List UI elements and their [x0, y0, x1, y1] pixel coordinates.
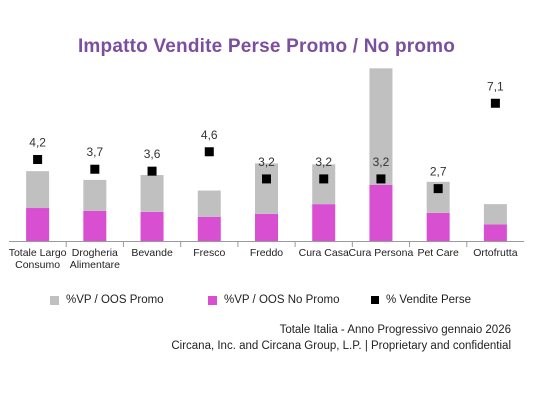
legend-swatch-promo — [50, 295, 59, 305]
category-label: Cura Persona — [349, 247, 414, 259]
bar-promo — [83, 179, 107, 211]
marker-vendite-perse — [147, 166, 157, 176]
legend-swatch-vendite-perse — [371, 296, 379, 304]
legend-swatch-no-promo — [208, 295, 217, 305]
bar-promo — [197, 190, 221, 217]
data-label: 3,7 — [86, 145, 103, 159]
category-label: Totale Largo — [9, 247, 67, 259]
bar-no-promo — [26, 208, 50, 241]
data-label: 4,2 — [29, 136, 46, 150]
marker-vendite-perse — [204, 147, 214, 157]
legend-item-promo: %VP / OOS Promo — [50, 294, 164, 306]
bar-no-promo — [483, 224, 507, 241]
bar-promo — [483, 204, 507, 225]
marker-vendite-perse — [90, 164, 100, 174]
marker-vendite-perse — [376, 174, 386, 184]
data-label: 3,2 — [315, 155, 332, 169]
legend-label-vendite-perse: % Vendite Perse — [386, 294, 472, 306]
bar-no-promo — [197, 216, 221, 241]
bar-promo — [426, 181, 450, 213]
bar-promo — [369, 68, 393, 185]
category-label: Alimentare — [70, 259, 120, 271]
data-label: 3,2 — [373, 155, 390, 169]
bar-promo — [140, 175, 164, 212]
bar-no-promo — [140, 211, 164, 241]
marker-vendite-perse — [319, 174, 329, 184]
bar-promo — [312, 164, 336, 205]
category-label: Bevande — [131, 247, 173, 259]
category-label: Fresco — [193, 247, 225, 259]
legend-item-no-promo: %VP / OOS No Promo — [208, 294, 339, 306]
category-label: Cura Casa — [299, 247, 349, 259]
bar-no-promo — [369, 184, 393, 241]
bar-promo — [255, 163, 278, 214]
category-label: Pet Care — [417, 247, 459, 259]
category-label: Drogheria — [72, 247, 118, 259]
category-label: Consumo — [15, 259, 60, 271]
data-label: 3,2 — [258, 155, 275, 169]
footer-copyright: Circana, Inc. and Circana Group, L.P. | … — [171, 340, 511, 352]
marker-vendite-perse — [33, 155, 43, 165]
data-label: 4,6 — [201, 128, 218, 142]
marker-vendite-perse — [433, 184, 443, 194]
category-label: Freddo — [250, 247, 283, 259]
legend-label-no-promo: %VP / OOS No Promo — [224, 294, 340, 306]
bar-promo — [26, 171, 50, 209]
bar-no-promo — [426, 212, 450, 241]
data-label: 2,7 — [430, 165, 447, 179]
marker-vendite-perse — [490, 98, 500, 108]
footer-source: Totale Italia - Anno Progressivo gennaio… — [279, 324, 511, 336]
chart-title: Impatto Vendite Perse Promo / No promo — [77, 36, 456, 57]
category-label: Ortofrutta — [473, 247, 518, 259]
data-label: 7,1 — [487, 79, 504, 93]
bar-no-promo — [312, 204, 336, 241]
legend-label-promo: %VP / OOS Promo — [66, 294, 164, 306]
marker-vendite-perse — [262, 174, 271, 184]
data-label: 3,6 — [144, 147, 161, 161]
legend-item-vendite-perse: % Vendite Perse — [371, 294, 471, 306]
bar-no-promo — [83, 210, 107, 241]
bar-no-promo — [255, 213, 278, 241]
